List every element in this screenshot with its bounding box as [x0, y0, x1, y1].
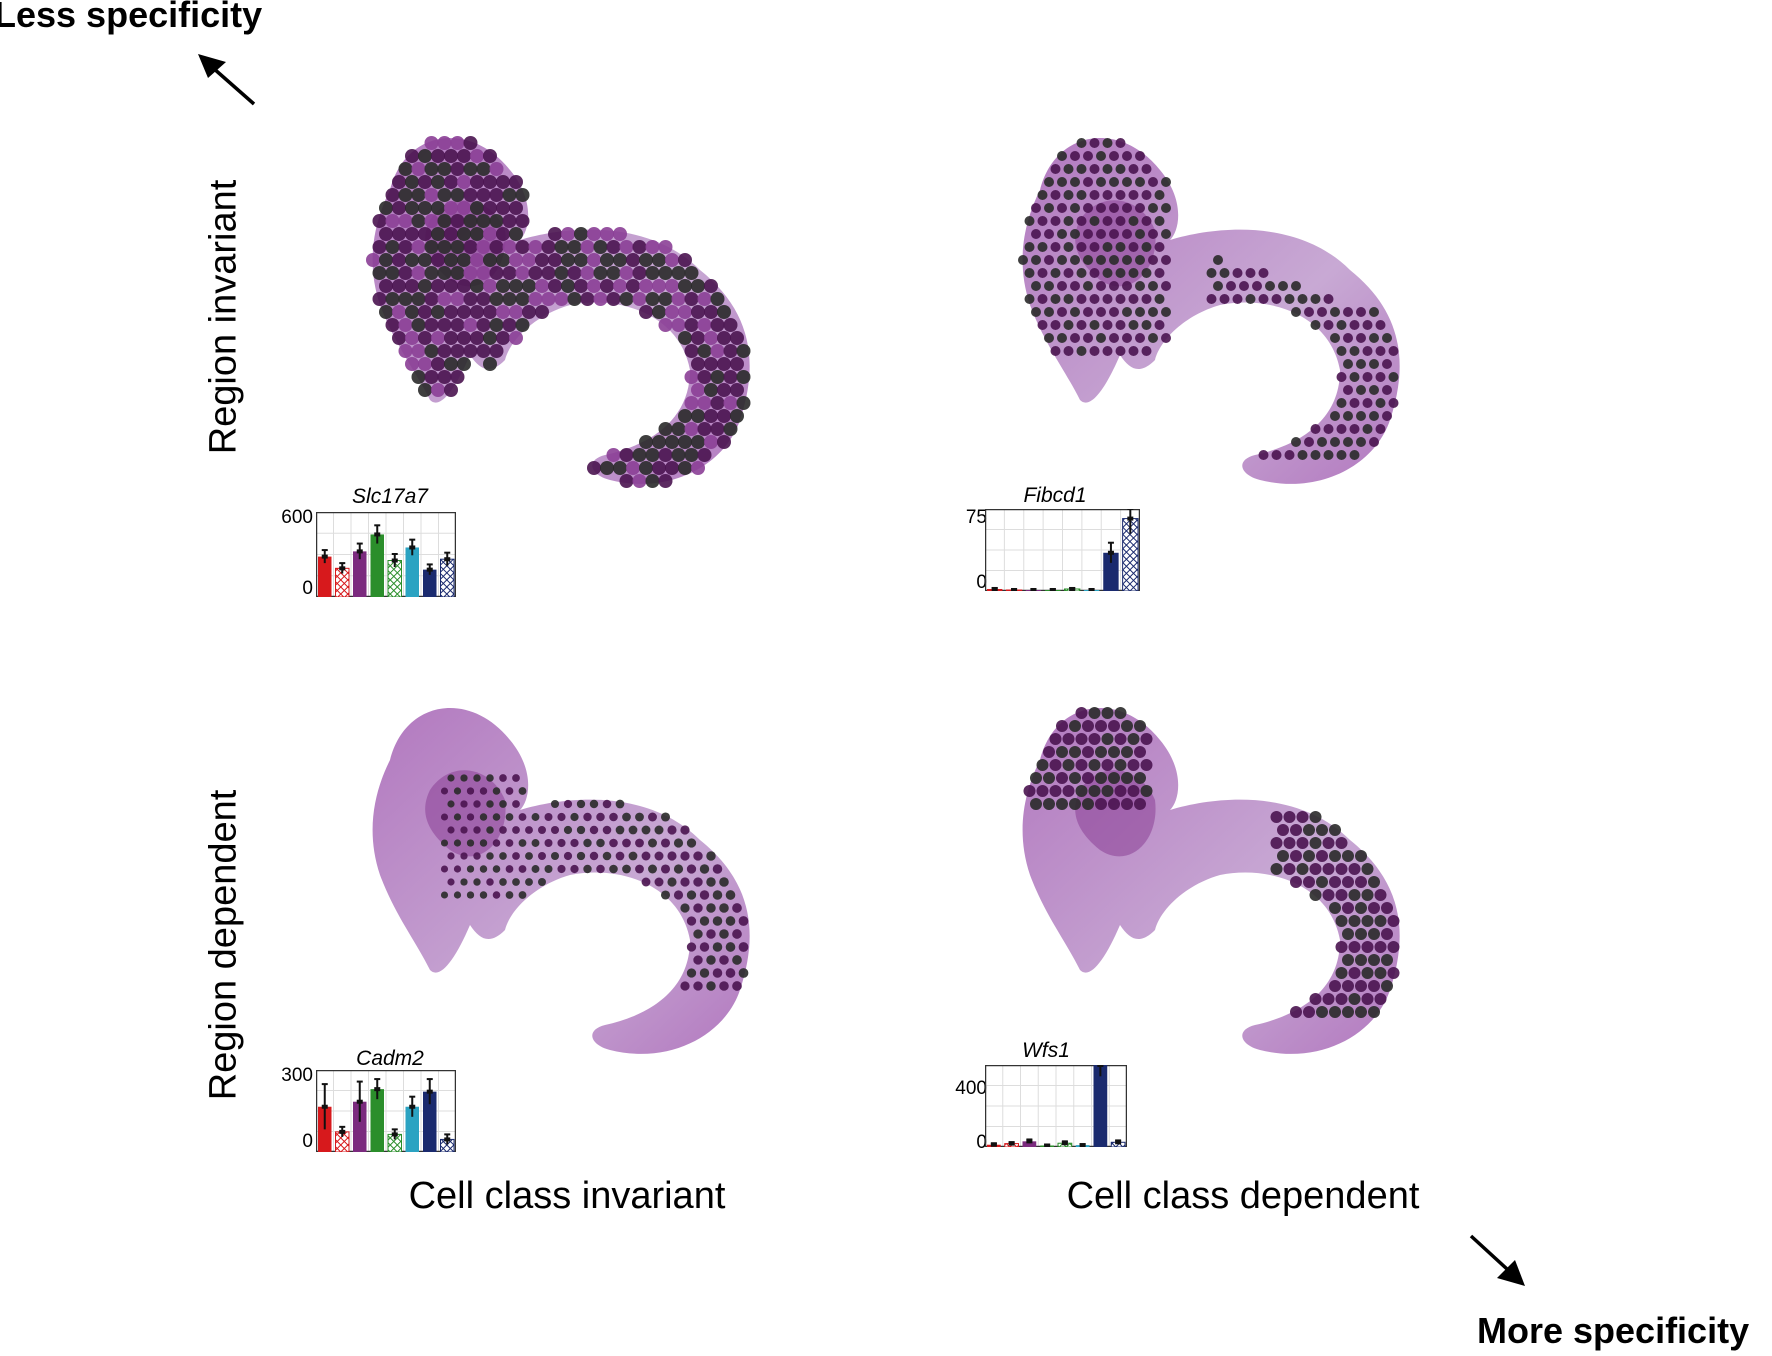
mean-marker [339, 1130, 345, 1134]
row-label-region-invariant: Region invariant [203, 180, 246, 455]
mean-marker [409, 1105, 415, 1109]
less-specificity-label: Less specificity [0, 0, 262, 36]
mean-marker [992, 587, 998, 591]
mean-marker [1127, 517, 1133, 521]
bar [371, 534, 385, 597]
gene-label: Cadm2 [356, 1047, 424, 1071]
mean-marker [1115, 1140, 1121, 1144]
tissue-group [373, 708, 750, 1054]
mean-marker [444, 1137, 450, 1141]
mean-marker [1080, 1143, 1086, 1147]
arrow-down-right-icon [1465, 1230, 1529, 1290]
mean-marker [427, 1090, 433, 1094]
mean-marker [427, 568, 433, 572]
y-tick-min: 0 [927, 572, 987, 594]
bar-chart [985, 1065, 1127, 1147]
y-tick-max: 400 [927, 1078, 987, 1100]
y-tick-max: 300 [253, 1065, 313, 1087]
tissue-group [366, 136, 751, 488]
mean-marker [392, 559, 398, 563]
y-tick-max: 600 [253, 507, 313, 529]
bar-chart [316, 1070, 456, 1152]
mean-marker [1026, 1139, 1032, 1143]
column-label-cell-class-invariant: Cell class invariant [409, 1175, 726, 1218]
bar-chart [985, 509, 1140, 591]
mean-marker [1009, 1142, 1015, 1146]
mean-marker [1044, 1143, 1050, 1147]
mean-marker [357, 549, 363, 553]
tissue-outline [373, 708, 750, 1054]
hippocampus-panel-wfs1: Wfs1 400 0 [930, 700, 1490, 1170]
bar-chart-inset: Slc17a7 600 0 [280, 485, 530, 600]
bar-chart-inset: Fibcd1 75 0 [930, 482, 1180, 597]
arrow-up-left-icon [196, 52, 260, 110]
mean-marker [1050, 588, 1056, 591]
y-tick-min: 0 [253, 578, 313, 600]
bar [1094, 1065, 1108, 1147]
y-tick-min: 0 [253, 1131, 313, 1153]
mean-marker [1069, 587, 1075, 591]
mean-marker [1089, 588, 1095, 591]
mean-marker [392, 1132, 398, 1136]
mean-marker [444, 557, 450, 561]
bar-chart-inset: Wfs1 400 0 [930, 1037, 1180, 1152]
mean-marker [409, 545, 415, 549]
hippocampus-panel-slc17a7: Slc17a7 600 0 [280, 130, 840, 600]
y-tick-max: 75 [927, 507, 987, 529]
mean-marker [991, 1143, 997, 1147]
mean-marker [1030, 588, 1036, 591]
mean-marker [1062, 1141, 1068, 1145]
mean-marker [357, 1100, 363, 1104]
mean-marker [339, 566, 345, 570]
mean-marker [322, 555, 328, 559]
gene-label: Wfs1 [1022, 1039, 1070, 1063]
mean-marker [1011, 588, 1017, 591]
y-tick-min: 0 [927, 1132, 987, 1154]
column-label-cell-class-dependent: Cell class dependent [1067, 1175, 1420, 1218]
expression-spots [366, 136, 751, 488]
hippocampus-panel-fibcd1: Fibcd1 75 0 [930, 130, 1490, 600]
mean-marker [1097, 1065, 1103, 1067]
row-label-region-dependent: Region dependent [203, 790, 246, 1101]
bar-chart-inset: Cadm2 300 0 [280, 1045, 530, 1160]
tissue-group [1023, 707, 1400, 1054]
gene-label: Slc17a7 [352, 485, 428, 509]
more-specificity-label: More specificity [1477, 1310, 1749, 1352]
hippocampus-panel-cadm2: Cadm2 300 0 [280, 700, 840, 1170]
mean-marker [1108, 551, 1114, 555]
mean-marker [374, 532, 380, 536]
gene-label: Fibcd1 [1023, 484, 1086, 508]
mean-marker [322, 1105, 328, 1109]
bar-chart [316, 512, 456, 597]
tissue-group [1018, 138, 1400, 484]
mean-marker [374, 1087, 380, 1091]
